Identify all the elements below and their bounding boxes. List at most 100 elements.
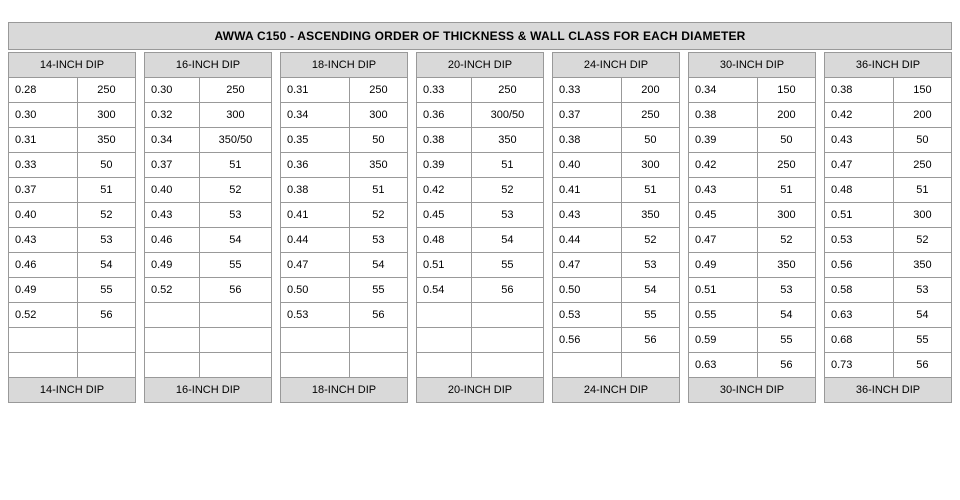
thickness-cell: 0.48	[825, 178, 894, 203]
thickness-cell: 0.33	[553, 78, 622, 103]
wallclass-cell: 250	[77, 78, 135, 103]
wallclass-cell: 53	[893, 278, 951, 303]
table-row	[553, 353, 680, 378]
wallclass-cell	[77, 353, 135, 378]
wallclass-cell: 53	[471, 203, 543, 228]
thickness-cell: 0.38	[417, 128, 472, 153]
table-row: 0.5554	[689, 303, 816, 328]
wallclass-cell: 250	[893, 153, 951, 178]
table-row: 0.4350	[825, 128, 952, 153]
wallclass-cell: 52	[757, 228, 815, 253]
table-row: 0.5356	[281, 303, 408, 328]
table-row: 0.5055	[281, 278, 408, 303]
table-row: 0.6855	[825, 328, 952, 353]
thickness-cell: 0.43	[145, 203, 200, 228]
thickness-cell: 0.55	[689, 303, 758, 328]
wallclass-cell: 54	[893, 303, 951, 328]
wallclass-cell: 350	[349, 153, 407, 178]
table-row: 0.5155	[417, 253, 544, 278]
wallclass-cell: 52	[621, 228, 679, 253]
table-row: 0.4553	[417, 203, 544, 228]
wallclass-cell: 250	[199, 78, 271, 103]
thickness-cell: 0.50	[281, 278, 350, 303]
wallclass-cell: 56	[349, 303, 407, 328]
wallclass-cell: 54	[77, 253, 135, 278]
table-row: 0.5256	[9, 303, 136, 328]
table-row: 0.4353	[9, 228, 136, 253]
table-row	[9, 353, 136, 378]
wallclass-cell: 250	[349, 78, 407, 103]
table-row: 0.7356	[825, 353, 952, 378]
thickness-cell	[9, 353, 78, 378]
wallclass-cell: 350/50	[199, 128, 271, 153]
table-row: 0.4453	[281, 228, 408, 253]
wallclass-cell: 350	[757, 253, 815, 278]
wallclass-cell: 54	[349, 253, 407, 278]
thickness-cell: 0.43	[9, 228, 78, 253]
wallclass-cell	[349, 328, 407, 353]
wallclass-cell	[349, 353, 407, 378]
table-row: 0.34300	[281, 103, 408, 128]
table-row: 0.4752	[689, 228, 816, 253]
table-row: 0.56350	[825, 253, 952, 278]
table-row: 0.6354	[825, 303, 952, 328]
wallclass-cell	[471, 328, 543, 353]
diameter-subtable: 30-INCH DIP0.341500.382000.39500.422500.…	[688, 52, 816, 403]
wallclass-cell: 300	[621, 153, 679, 178]
table-row	[417, 353, 544, 378]
table-row: 0.3951	[417, 153, 544, 178]
thickness-cell: 0.45	[689, 203, 758, 228]
wallclass-cell: 53	[621, 253, 679, 278]
wallclass-cell: 56	[757, 353, 815, 378]
table-row	[145, 328, 272, 353]
table-row: 0.5352	[825, 228, 952, 253]
table-row	[9, 328, 136, 353]
thickness-cell: 0.36	[417, 103, 472, 128]
wallclass-cell: 56	[621, 328, 679, 353]
thickness-cell: 0.37	[9, 178, 78, 203]
table-row: 0.3851	[281, 178, 408, 203]
table-row: 0.30300	[9, 103, 136, 128]
thickness-cell: 0.47	[553, 253, 622, 278]
thickness-cell: 0.47	[825, 153, 894, 178]
thickness-cell: 0.30	[145, 78, 200, 103]
table-row: 0.4052	[9, 203, 136, 228]
table-row: 0.4955	[9, 278, 136, 303]
thickness-cell: 0.40	[9, 203, 78, 228]
wallclass-cell: 51	[349, 178, 407, 203]
thickness-cell: 0.56	[825, 253, 894, 278]
table-row: 0.3350	[9, 153, 136, 178]
subtable-header: 24-INCH DIP	[553, 53, 680, 78]
thickness-cell: 0.43	[689, 178, 758, 203]
table-row: 0.42200	[825, 103, 952, 128]
wallclass-cell: 55	[349, 278, 407, 303]
thickness-cell: 0.58	[825, 278, 894, 303]
subtable-footer: 24-INCH DIP	[553, 378, 680, 403]
thickness-cell: 0.48	[417, 228, 472, 253]
thickness-cell: 0.31	[9, 128, 78, 153]
thickness-cell	[145, 328, 200, 353]
thickness-cell: 0.41	[281, 203, 350, 228]
table-row: 0.3751	[9, 178, 136, 203]
subtable-header: 36-INCH DIP	[825, 53, 952, 78]
thickness-cell: 0.44	[553, 228, 622, 253]
thickness-cell: 0.53	[825, 228, 894, 253]
table-row: 0.5355	[553, 303, 680, 328]
table-row: 0.4351	[689, 178, 816, 203]
table-row: 0.31250	[281, 78, 408, 103]
diameter-subtable: 20-INCH DIP0.332500.36300/500.383500.395…	[416, 52, 544, 403]
thickness-cell: 0.51	[825, 203, 894, 228]
table-row: 0.5456	[417, 278, 544, 303]
table-row: 0.47250	[825, 153, 952, 178]
wallclass-cell: 55	[757, 328, 815, 353]
wallclass-cell: 55	[893, 328, 951, 353]
wallclass-cell: 350	[471, 128, 543, 153]
table-row: 0.38200	[689, 103, 816, 128]
table-row: 0.34150	[689, 78, 816, 103]
table-row: 0.6356	[689, 353, 816, 378]
table-row: 0.5853	[825, 278, 952, 303]
thickness-cell: 0.43	[825, 128, 894, 153]
table-row	[145, 303, 272, 328]
wallclass-cell: 50	[893, 128, 951, 153]
wallclass-cell: 350	[621, 203, 679, 228]
